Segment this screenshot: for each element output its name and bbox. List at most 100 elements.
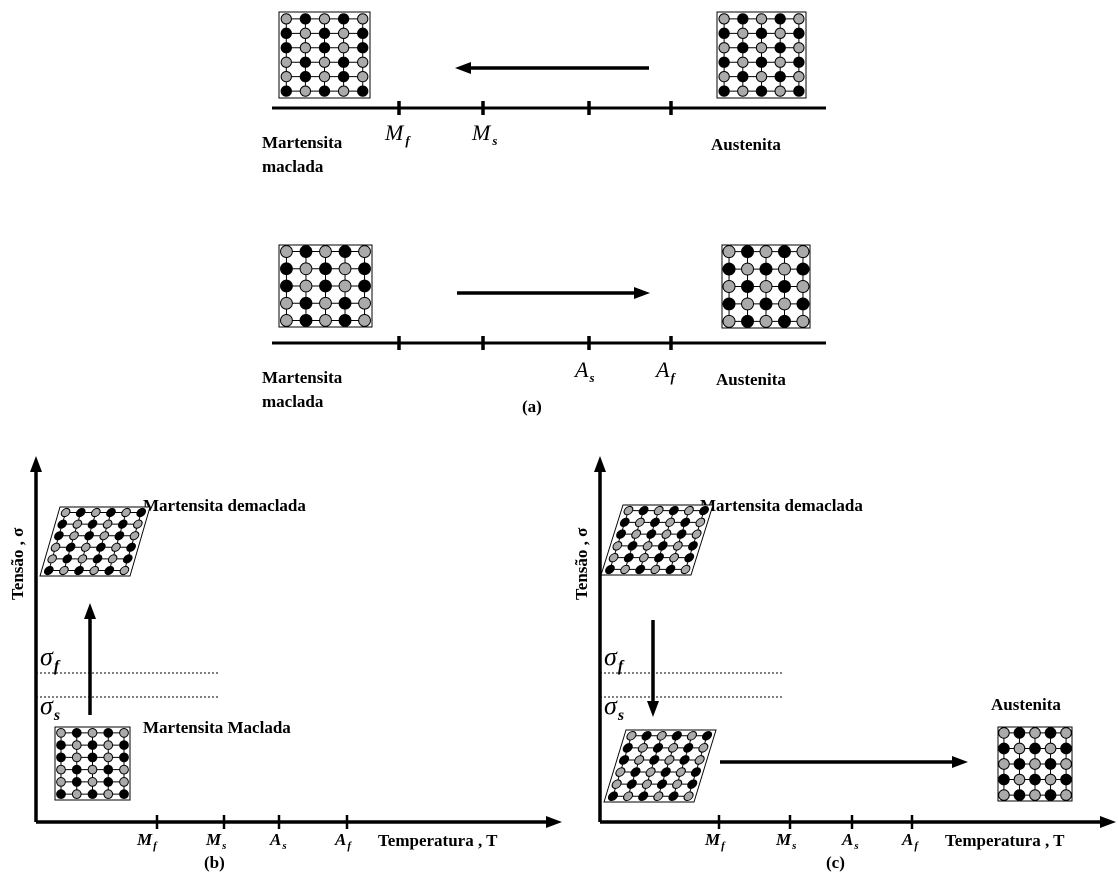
atom <box>1045 728 1056 739</box>
atom <box>1061 728 1072 739</box>
lattice <box>722 245 810 328</box>
atom <box>779 263 791 275</box>
lattice <box>279 245 372 327</box>
atom <box>794 14 804 24</box>
lattice <box>717 12 806 98</box>
atom <box>1014 743 1025 754</box>
subscript: f <box>153 840 158 852</box>
atom <box>319 14 329 24</box>
atom <box>775 43 785 53</box>
symbol: σ <box>604 642 618 671</box>
arrow-head <box>634 287 650 299</box>
symbol: A <box>654 357 670 382</box>
atom <box>281 28 291 38</box>
atom <box>281 315 293 327</box>
atom <box>775 14 785 24</box>
atom <box>339 315 351 327</box>
atom <box>1014 759 1025 770</box>
atom <box>358 14 368 24</box>
atom <box>1014 790 1025 801</box>
arrow-head <box>84 603 96 619</box>
y-axis-label: Tensão , σ <box>8 527 27 600</box>
subscript: s <box>791 840 796 852</box>
atom <box>281 280 293 292</box>
atom <box>72 741 81 750</box>
sigma-label: σs <box>604 691 624 724</box>
symbol: M <box>775 830 792 849</box>
atom <box>999 743 1010 754</box>
label: maclada <box>262 392 324 411</box>
atom <box>359 315 371 327</box>
atom <box>320 246 332 258</box>
atom <box>1061 759 1072 770</box>
subscript: s <box>281 840 286 852</box>
subscript: f <box>670 370 676 385</box>
lattice <box>40 507 150 576</box>
symbol: A <box>573 357 589 382</box>
atom <box>338 14 348 24</box>
atom <box>775 86 785 96</box>
atom <box>797 246 809 258</box>
sigma-label: σf <box>604 642 625 675</box>
label: Martensita demaclada <box>700 496 863 515</box>
subscript: f <box>721 840 726 852</box>
atom <box>120 778 129 787</box>
lattice <box>998 727 1072 801</box>
atom <box>742 246 754 258</box>
atom <box>281 263 293 275</box>
atom <box>760 281 772 293</box>
atom <box>320 263 332 275</box>
atom <box>281 57 291 67</box>
atom <box>760 298 772 310</box>
subscript: f <box>54 658 61 675</box>
label: Martensita demaclada <box>143 496 306 515</box>
atom <box>358 86 368 96</box>
atom <box>300 28 310 38</box>
atom <box>300 86 310 96</box>
atom <box>723 263 735 275</box>
atom <box>72 753 81 762</box>
label: maclada <box>262 157 324 176</box>
atom <box>756 72 766 82</box>
symbol: A <box>901 830 913 849</box>
atom <box>319 72 329 82</box>
atom <box>794 72 804 82</box>
atom <box>300 263 312 275</box>
atom <box>281 72 291 82</box>
tick-label: As <box>269 830 287 852</box>
tick-label: Af <box>901 830 919 852</box>
atom <box>281 246 293 258</box>
atom <box>1030 759 1041 770</box>
atom <box>738 14 748 24</box>
label: Martensita Maclada <box>143 718 291 737</box>
atom <box>779 298 791 310</box>
symbol: M <box>136 830 153 849</box>
atom <box>338 43 348 53</box>
atom <box>104 778 113 787</box>
atom <box>104 741 113 750</box>
caption: (a) <box>522 397 542 416</box>
atom <box>999 774 1010 785</box>
symbol: σ <box>40 691 54 720</box>
atom <box>300 14 310 24</box>
symbol: A <box>269 830 281 849</box>
atom <box>339 263 351 275</box>
atom <box>320 315 332 327</box>
atom <box>319 57 329 67</box>
lattice <box>55 727 130 800</box>
atom <box>104 728 113 737</box>
atom <box>742 281 754 293</box>
symbol: A <box>334 830 346 849</box>
atom <box>1014 728 1025 739</box>
atom <box>57 778 66 787</box>
subscript: f <box>914 840 919 852</box>
atom <box>1030 743 1041 754</box>
atom <box>338 72 348 82</box>
atom <box>300 297 312 309</box>
atom <box>779 246 791 258</box>
atom <box>719 28 729 38</box>
atom <box>281 43 291 53</box>
atom <box>339 246 351 258</box>
atom <box>104 790 113 799</box>
